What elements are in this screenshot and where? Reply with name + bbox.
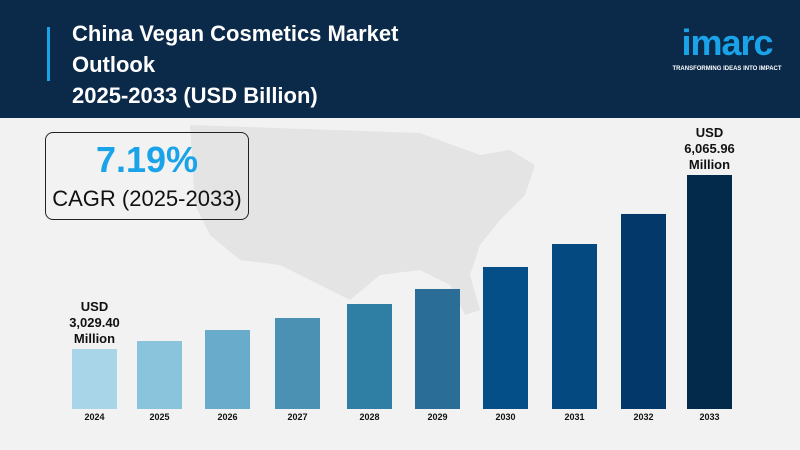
title-accent-bar [47,27,50,81]
x-tick-2030: 2030 [495,412,515,422]
bar-2025 [137,341,182,409]
bar-2026 [205,330,250,409]
bar-2033 [687,175,732,409]
data-label-2024: Million [74,331,115,346]
x-tick-2031: 2031 [564,412,584,422]
data-label-2024: USD [81,299,108,314]
cagr-box: 7.19% CAGR (2025-2033) [45,132,249,220]
bar-2030 [483,266,528,409]
bar-2029 [415,288,460,409]
x-tick-2026: 2026 [217,412,237,422]
bar-2028 [347,304,392,409]
data-label-2024: 3,029.40 [69,315,120,330]
header: China Vegan Cosmetics Market Outlook 202… [0,0,800,118]
bar-2032 [621,213,666,409]
data-label-2033: Million [689,157,730,172]
bar-2027 [275,317,320,409]
title-line-2: Outlook [72,52,156,77]
title-line-1: China Vegan Cosmetics Market [72,21,399,46]
data-label-2033: 6,065.96 [684,141,735,156]
x-tick-2027: 2027 [287,412,307,422]
page-title: China Vegan Cosmetics Market Outlook 202… [72,18,492,111]
bar-2024 [72,349,117,409]
x-tick-2024: 2024 [84,412,104,422]
logo-tagline: TRANSFORMING IDEAS INTO IMPACT [672,66,782,72]
bar-2031 [552,244,597,409]
data-label-2033: USD [696,125,723,140]
x-tick-2032: 2032 [633,412,653,422]
imarc-logo: imarc TRANSFORMING IDEAS INTO IMPACT [660,24,794,74]
x-tick-2028: 2028 [359,412,379,422]
x-tick-2025: 2025 [149,412,169,422]
logo-word: imarc [681,22,773,63]
x-tick-2029: 2029 [427,412,447,422]
title-line-3: 2025-2033 (USD Billion) [72,83,318,108]
x-tick-2033: 2033 [699,412,719,422]
map-silhouette [190,125,535,315]
cagr-value: 7.19% [95,139,199,180]
cagr-label: CAGR (2025-2033) [52,186,242,211]
